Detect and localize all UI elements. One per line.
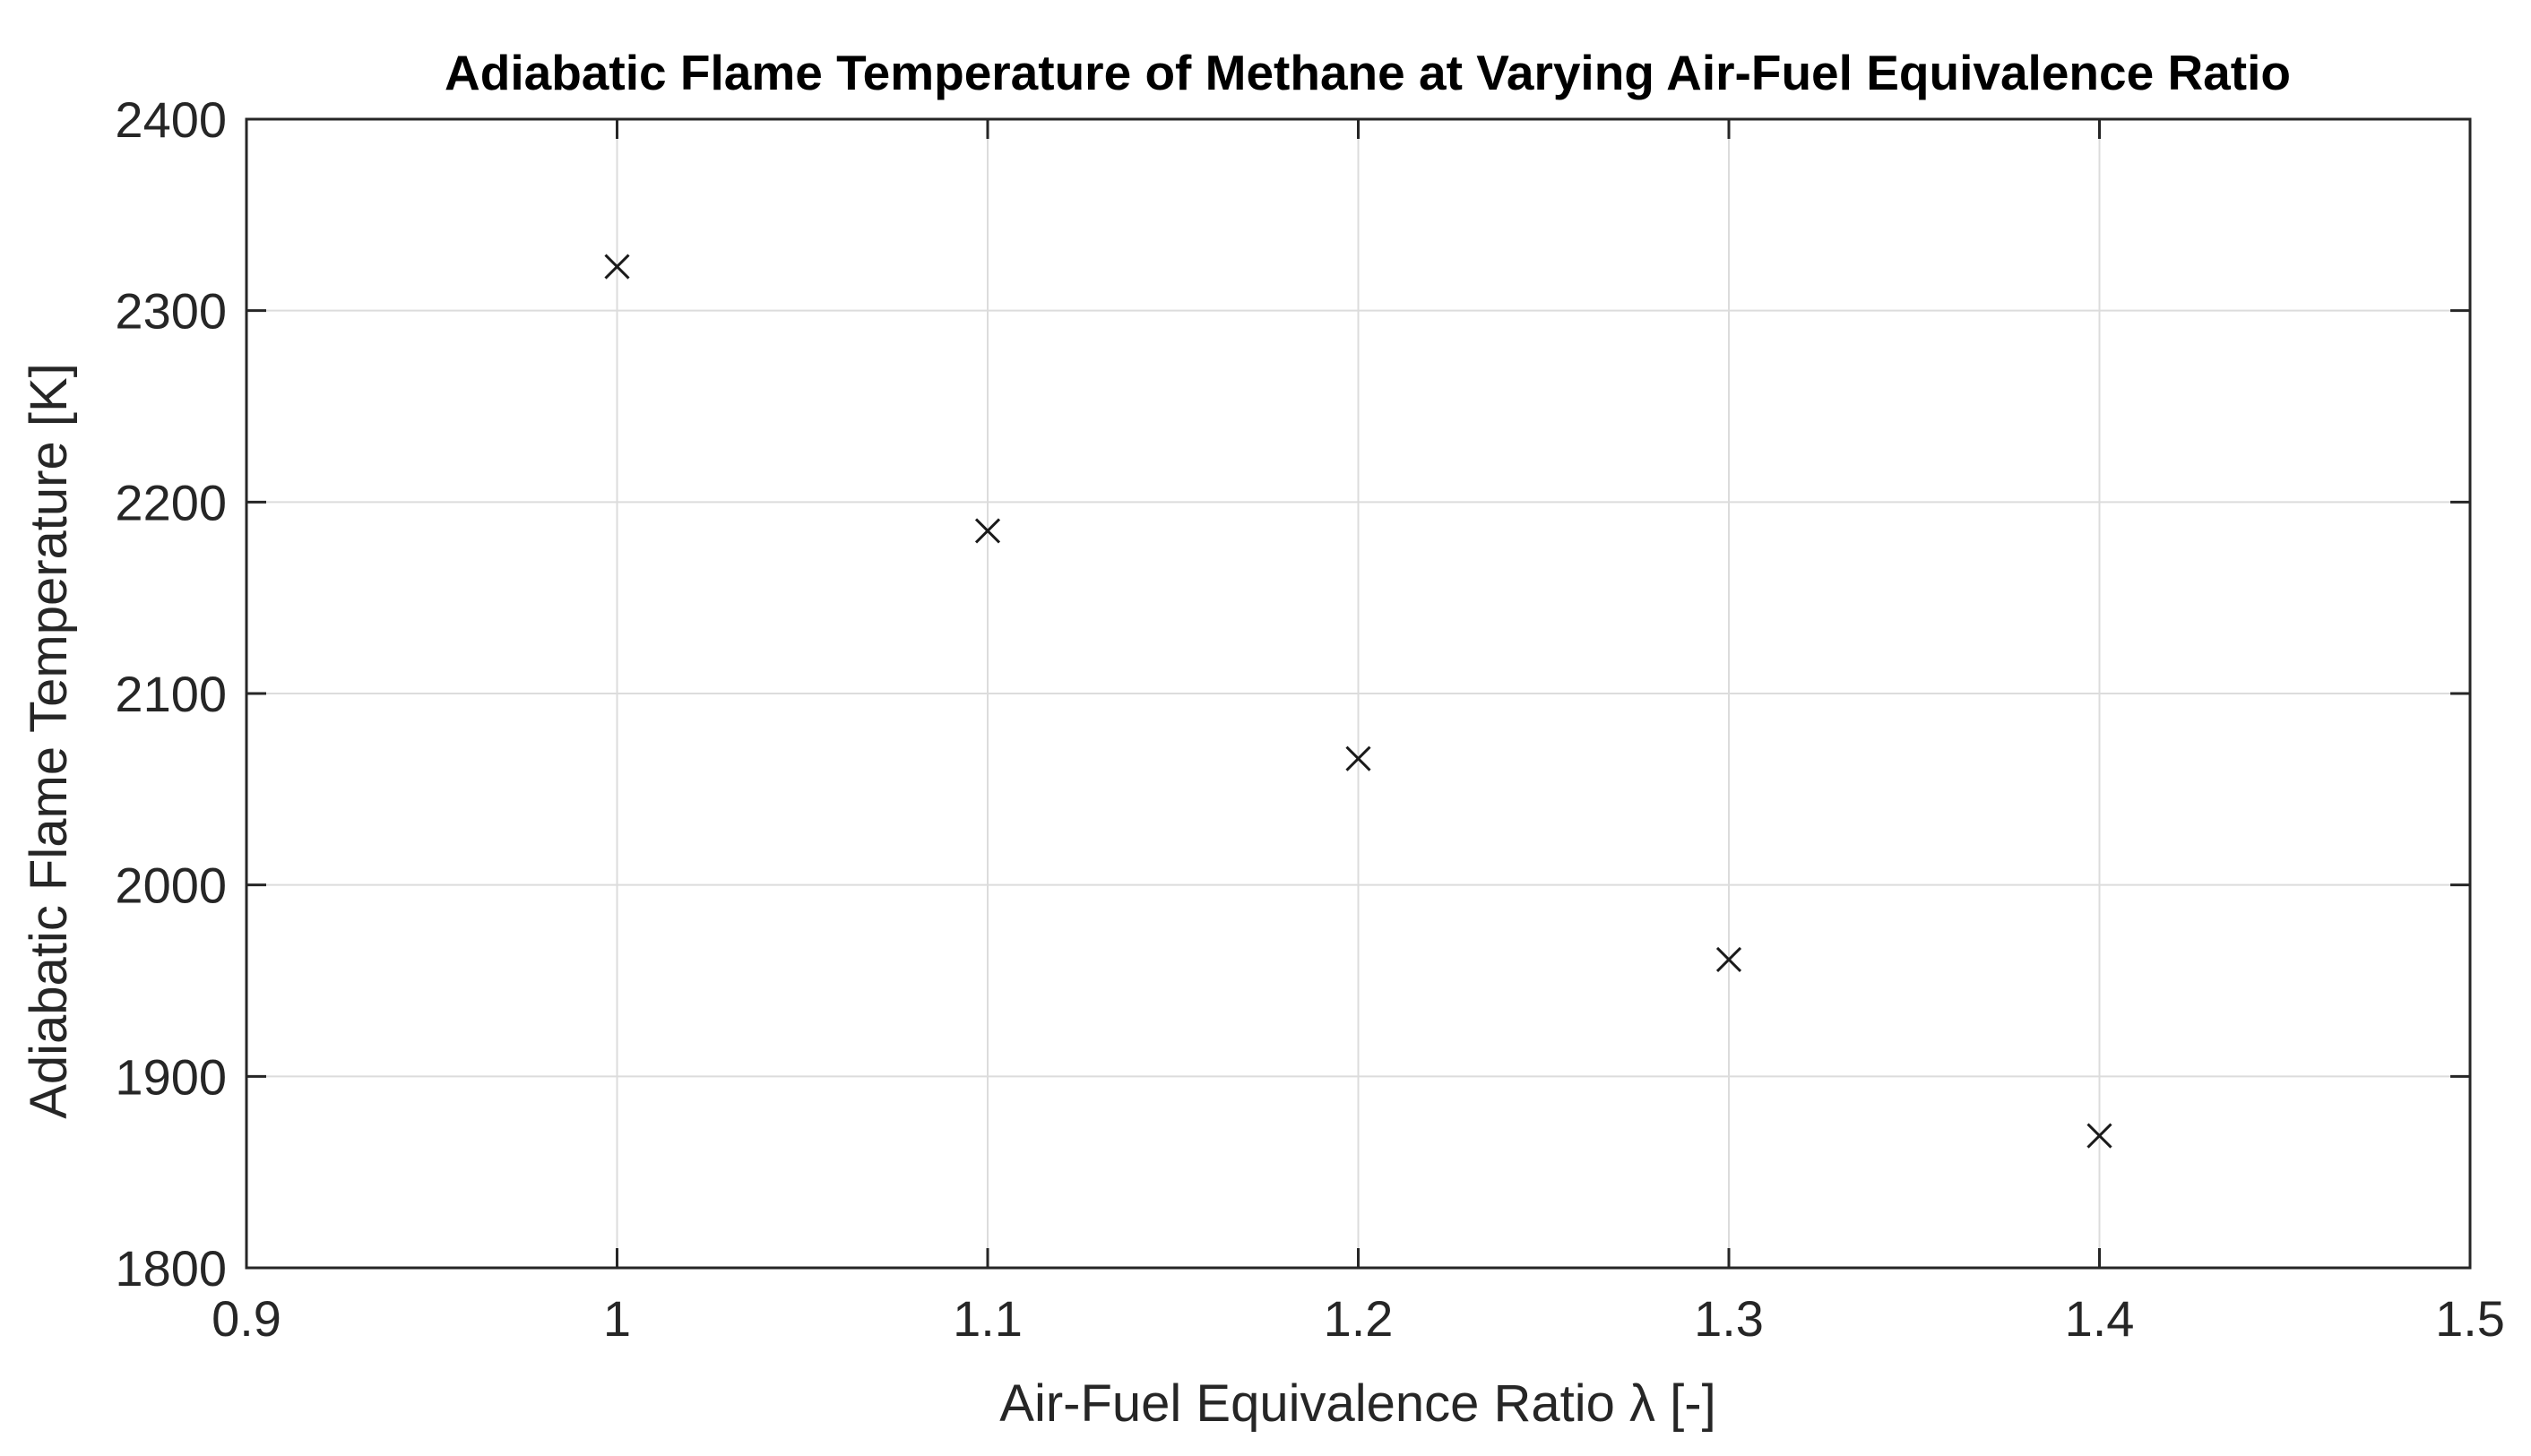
y-axis-label: Adiabatic Flame Temperature [K] xyxy=(20,363,78,1119)
y-tick-label: 2300 xyxy=(115,283,227,340)
marker-stroke xyxy=(1715,946,1742,973)
x-axis-label: Air-Fuel Equivalence Ratio λ [-] xyxy=(999,1374,1715,1433)
marker-stroke xyxy=(974,518,1001,544)
marker-stroke xyxy=(604,254,630,280)
x-tick-label: 0.9 xyxy=(212,1290,281,1347)
y-tick-label: 2100 xyxy=(115,666,227,722)
y-tick-label: 2400 xyxy=(115,91,227,148)
data-point-marker xyxy=(604,254,630,280)
marker-stroke xyxy=(1345,745,1371,771)
marker-layer xyxy=(604,254,2112,1149)
y-tick-label: 2000 xyxy=(115,857,227,914)
y-tick-label: 2200 xyxy=(115,474,227,530)
data-point-marker xyxy=(974,518,1001,544)
tick-layer: 0.9 1 1.1 1.2 1.3 1.4 1.5 1800 1900 2000 2100 2200 2… xyxy=(115,91,2505,1347)
marker-stroke xyxy=(2086,1123,2112,1149)
data-point-marker xyxy=(2086,1123,2112,1149)
x-tick-label: 1.1 xyxy=(953,1290,1023,1347)
x-tick-label: 1.4 xyxy=(2065,1290,2135,1347)
x-tick-label: 1.3 xyxy=(1694,1290,1764,1347)
chart-title: Adiabatic Flame Temperature of Methane a… xyxy=(445,45,2291,100)
data-point-marker xyxy=(1715,946,1742,973)
x-tick-label: 1 xyxy=(603,1290,631,1347)
y-tick-label: 1900 xyxy=(115,1048,227,1105)
x-tick-label: 1.2 xyxy=(1324,1290,1394,1347)
x-tick-label: 1.5 xyxy=(2435,1290,2505,1347)
y-tick-label: 1800 xyxy=(115,1240,227,1297)
data-point-marker xyxy=(1345,745,1371,771)
